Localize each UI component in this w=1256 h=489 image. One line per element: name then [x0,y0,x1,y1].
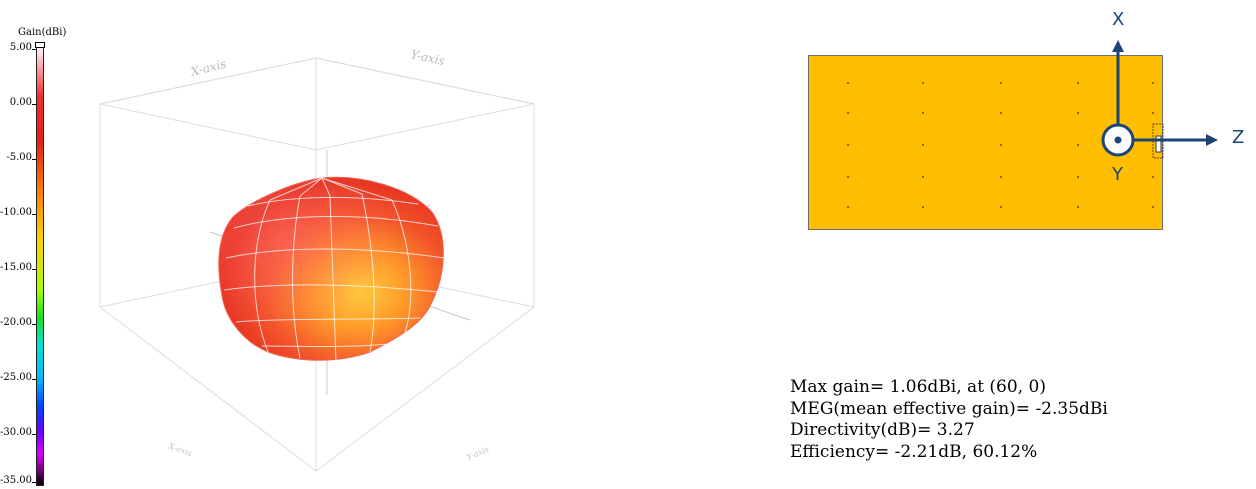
max-gain-text: Max gain= 1.06dBi, at (60, 0) [790,377,1046,397]
cube-axis-label-y-bottom: Y-axis [465,445,490,462]
colorbar-tick-label: -10.00 [0,207,33,218]
axis-label-z: Z [1232,127,1245,148]
colorbar-tick-mark [32,49,36,50]
board-grid-dots [847,82,1154,208]
colorbar-title: Gain(dBi) [18,27,67,38]
radiation-surface-shade [218,177,444,361]
colorbar-tick-mark [32,482,36,483]
colorbar-tick-label: -35.00 [0,475,33,486]
colorbar-tick-mark [32,159,36,160]
surface-mesh [223,177,445,363]
directivity-text: Directivity(dB)= 3.27 [790,420,975,440]
colorbar-tick-label: -20.00 [0,317,33,328]
colorbar-tick-label: -5.00 [6,152,32,163]
colorbar-tick-label: -25.00 [0,372,33,383]
cube-axis-label-x-bottom: X-axis [166,441,193,458]
axis-label-y: Y [1112,164,1123,185]
colorbar-tick-mark [32,324,36,325]
meg-text: MEG(mean effective gain)= -2.35dBi [790,398,1108,419]
z-axis-arrow [1134,134,1218,146]
y-axis-out-of-page-symbol [1101,123,1135,157]
colorbar-tick-mark [32,379,36,380]
colorbar-tick-label: 5.00 [9,42,32,53]
efficiency-text: Efficiency= -2.21dB, 60.12% [790,441,1038,462]
colorbar-tick-mark [32,214,36,215]
cube-axis-label-x-top: X-axis [188,57,227,80]
board-orientation-diagram [847,40,1218,208]
antenna-stats: Max gain= 1.06dBi, at (60, 0) MEG(mean e… [790,377,1108,463]
axis-label-x: X [1112,9,1125,30]
cube-front-top-face [99,57,535,151]
colorbar-max-marker [35,42,45,48]
colorbar-tick-mark [32,104,36,105]
cube-axis-label-y-top: Y-axis [409,47,446,68]
colorbar-tick-label: -15.00 [0,262,33,273]
radiation-pattern-3d-plot: X-axis Y-axis X-axis Y-axis [99,47,535,472]
x-axis-arrow [1112,40,1124,124]
colorbar-tick-label: 0.00 [9,97,32,108]
colorbar-tick-mark [32,434,36,435]
colorbar-tick-mark [32,269,36,270]
cube-back-edges [99,57,535,105]
colorbar-tick-label: -30.00 [0,427,33,438]
